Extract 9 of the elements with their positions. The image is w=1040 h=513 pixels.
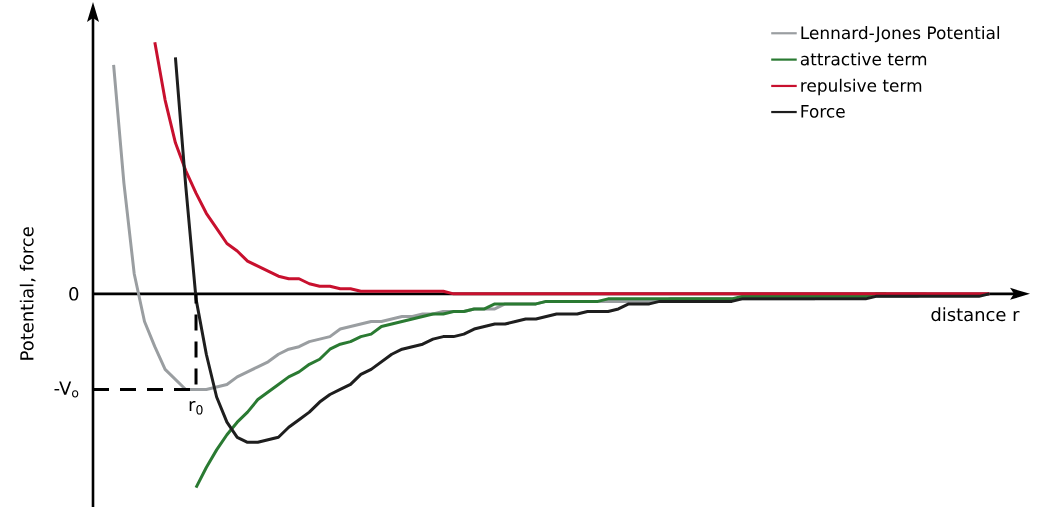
annotation: r$_{0}$ <box>189 400 203 415</box>
x-axis-title: distance r <box>931 307 1020 322</box>
legend-label: Force <box>801 105 845 118</box>
legend-label: Lennard-Jones Potential <box>801 26 1000 43</box>
ref-line-label: -V$_{o}$ <box>54 381 79 398</box>
legend-label: attractive term <box>800 52 927 66</box>
legend-label: repulsive term <box>801 78 922 96</box>
y-axis-title: Potential, force <box>19 227 36 360</box>
text: 0 <box>69 287 79 301</box>
